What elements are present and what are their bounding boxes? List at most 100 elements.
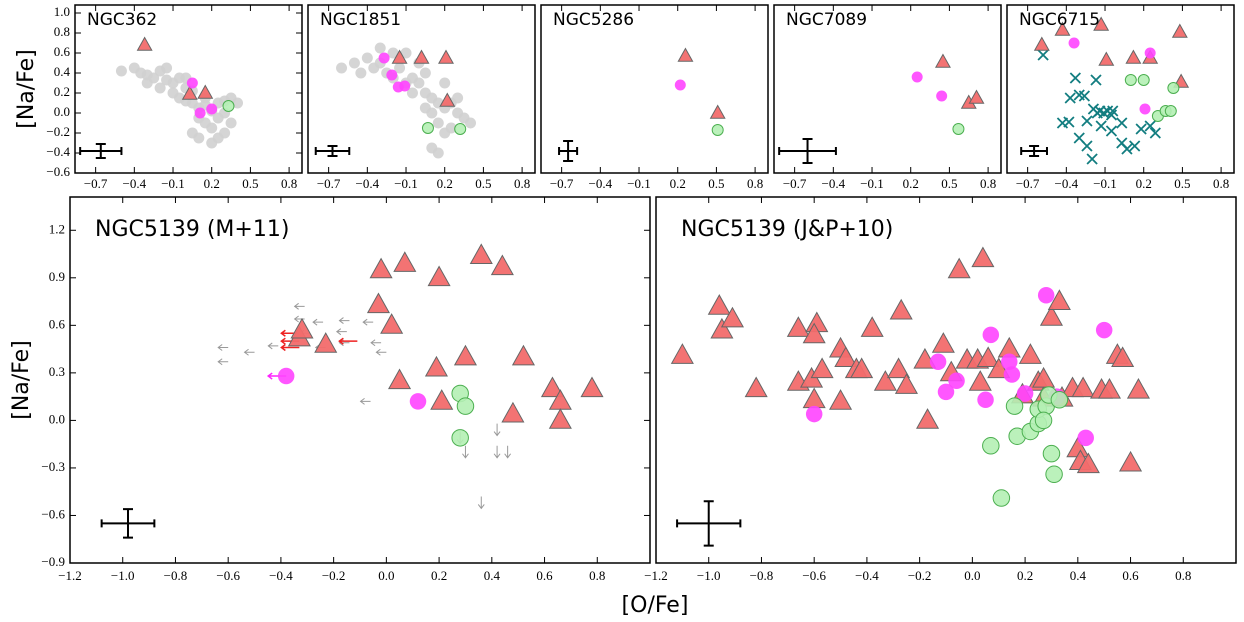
point — [1097, 378, 1121, 399]
limit-arrow — [338, 337, 358, 345]
x-tick-label: −0.4 — [589, 176, 613, 191]
x-tick-label: −0.4 — [1055, 176, 1079, 191]
point — [400, 47, 412, 59]
x-tick-label: 0.4 — [1070, 568, 1087, 583]
point — [399, 80, 411, 92]
point — [929, 353, 947, 371]
point — [916, 408, 940, 429]
x-tick-label: −0.1 — [161, 176, 185, 191]
error-bar-y — [1029, 145, 1040, 157]
point — [1125, 49, 1142, 64]
point — [1116, 137, 1128, 149]
point — [805, 405, 823, 423]
point — [421, 122, 434, 134]
point — [1069, 72, 1081, 84]
x-tick-label: 0.2 — [1136, 176, 1152, 191]
y-tick-label: −0.3 — [41, 459, 65, 474]
x-axis-label: [O/Fe] — [622, 593, 689, 618]
point — [829, 389, 853, 410]
x-tick-label: −1.2 — [644, 568, 668, 583]
point — [232, 97, 244, 109]
panel-title: NGC7089 — [786, 10, 867, 30]
x-tick-label: 0.8 — [514, 176, 530, 191]
point — [1064, 92, 1076, 104]
limit-arrow — [359, 397, 371, 405]
plot-area — [1006, 4, 1235, 174]
point — [860, 316, 884, 337]
y-tick-label: −0.2 — [46, 124, 70, 139]
point — [393, 251, 417, 272]
x-tick-label: −0.1 — [394, 176, 418, 191]
point — [889, 298, 913, 320]
plot-area — [540, 4, 769, 174]
point — [1032, 366, 1056, 388]
y-axis-label: [Na/Fe] — [14, 49, 39, 129]
x-tick-label: −0.6 — [216, 568, 240, 583]
point — [430, 389, 454, 410]
x-tick-label: −0.1 — [860, 176, 884, 191]
x-tick-label: −0.8 — [750, 568, 774, 583]
x-tick-label: −0.4 — [855, 568, 879, 583]
point — [206, 103, 218, 115]
point — [977, 391, 994, 409]
point — [469, 243, 493, 264]
point — [194, 107, 206, 119]
point — [1144, 120, 1156, 132]
point — [336, 62, 348, 74]
point — [971, 246, 995, 268]
point — [873, 370, 897, 391]
point — [1081, 140, 1093, 152]
x-tick-label: −0.7 — [783, 176, 807, 191]
y-tick-label: −0.4 — [46, 144, 70, 159]
point — [1018, 343, 1042, 364]
limit-arrow — [477, 496, 485, 510]
point — [968, 370, 992, 391]
point — [968, 89, 985, 104]
point — [1126, 378, 1150, 399]
point — [976, 346, 1000, 367]
point — [369, 257, 393, 279]
panel-title: NGC5139 (J&P+10) — [681, 217, 893, 242]
point — [439, 77, 451, 89]
point — [1005, 397, 1024, 415]
x-tick-label: 0.2 — [204, 176, 220, 191]
point — [894, 373, 918, 394]
point — [277, 367, 295, 385]
x-tick-label: −0.4 — [822, 176, 846, 191]
y-tick-label: 1.0 — [54, 4, 70, 19]
point — [387, 47, 399, 59]
x-tick-label: 0.8 — [281, 176, 297, 191]
x-tick-label: −1.0 — [697, 568, 721, 583]
point — [453, 344, 477, 366]
x-tick-label: 0.8 — [980, 176, 996, 191]
point — [948, 372, 965, 390]
point — [197, 84, 214, 99]
x-tick-label: 0.8 — [1213, 176, 1229, 191]
x-tick-label: −1.2 — [58, 568, 82, 583]
point — [1037, 286, 1055, 304]
point — [361, 52, 373, 64]
point — [1086, 153, 1098, 165]
point — [1039, 305, 1063, 326]
point — [1033, 36, 1050, 51]
limit-arrow — [462, 445, 469, 459]
x-tick-label: −0.1 — [627, 176, 651, 191]
y-tick-label: 0.6 — [54, 44, 71, 59]
point — [937, 383, 955, 401]
point — [394, 62, 406, 74]
x-tick-label: 0.6 — [536, 568, 553, 583]
point — [212, 132, 224, 144]
point — [834, 346, 858, 367]
point — [1124, 74, 1137, 86]
point — [580, 376, 604, 398]
point — [674, 79, 686, 91]
point — [348, 57, 360, 69]
point — [438, 49, 454, 64]
point — [439, 92, 456, 107]
x-tick-label: −0.7 — [84, 176, 108, 191]
point — [193, 132, 205, 144]
limit-arrow — [217, 358, 229, 366]
point — [141, 77, 153, 89]
point — [409, 393, 427, 410]
plot-area — [69, 196, 651, 564]
